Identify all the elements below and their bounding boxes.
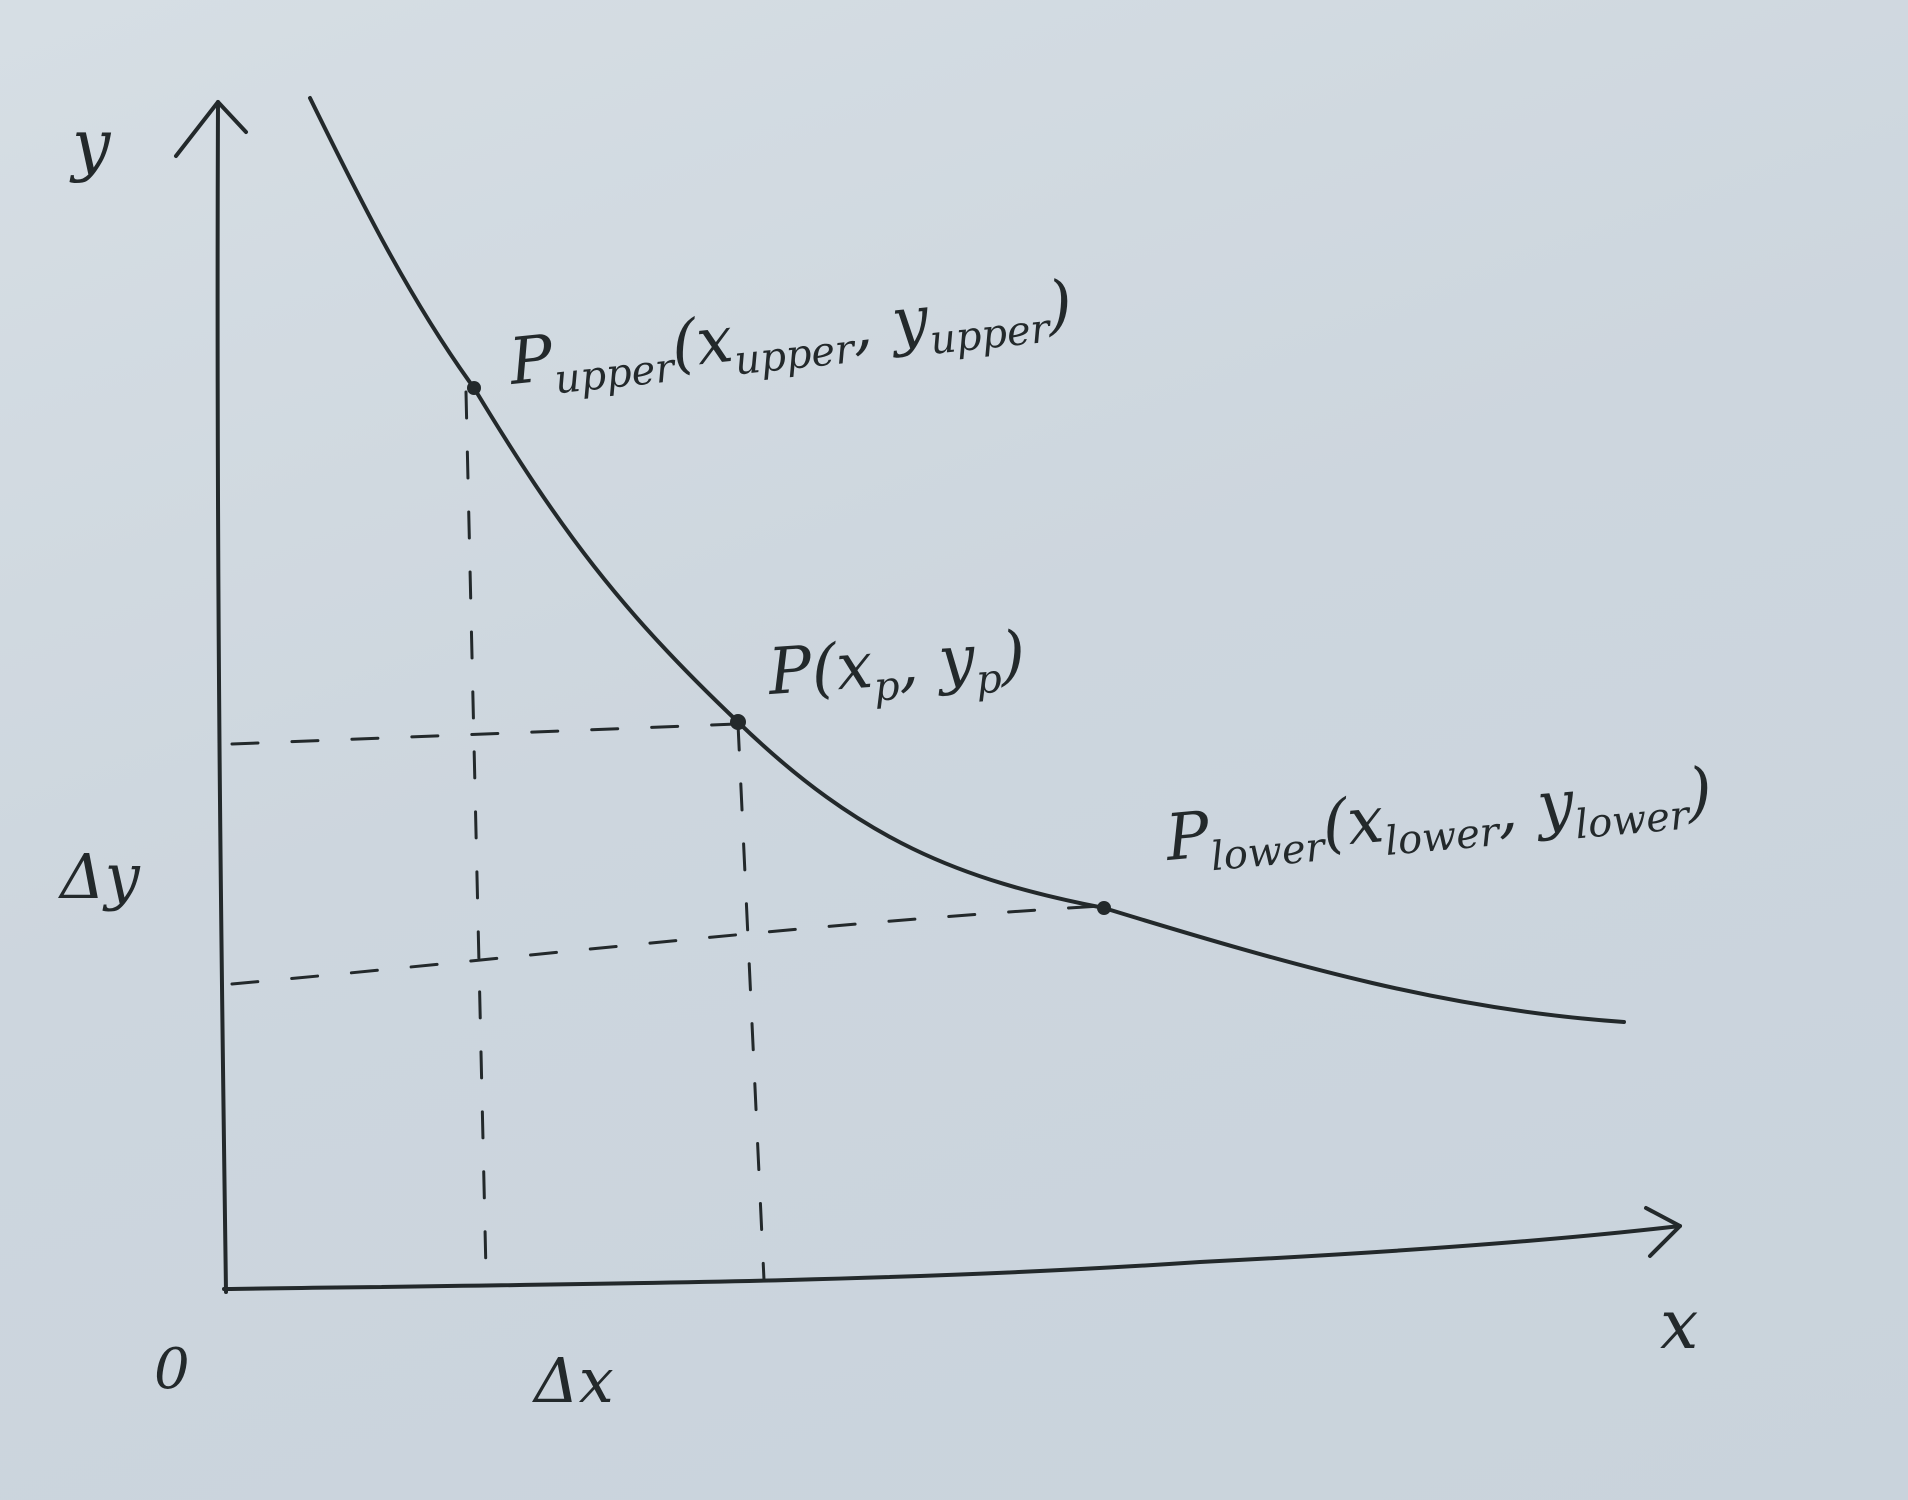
- dashed-horizontal-y-p: [230, 722, 738, 746]
- dashed-vertical-x-upper: [464, 390, 488, 1274]
- y-axis-label: y: [69, 106, 112, 185]
- x-axis-arrowhead: [1644, 1206, 1682, 1258]
- point-p: [730, 714, 746, 730]
- delta-x-label: Δx: [532, 1344, 614, 1417]
- origin-label: 0: [154, 1337, 190, 1402]
- upper-point-label: Pupper(xupper, yupper): [505, 267, 1077, 408]
- p-point-label: P(xp, yp): [765, 618, 1028, 718]
- y-axis: [215, 100, 228, 1294]
- dashed-horizontal-y-lower: [230, 904, 1102, 986]
- y-axis-arrowhead: [174, 100, 248, 158]
- lower-point-label: Plower(xlower, ylower): [1162, 754, 1716, 884]
- dashed-vertical-x-p: [736, 722, 766, 1282]
- point-lower: [1097, 901, 1111, 915]
- point-upper: [467, 381, 481, 395]
- decreasing-curve: [308, 96, 1626, 1024]
- x-axis-label: x: [1660, 1286, 1698, 1365]
- x-axis: [222, 1224, 1682, 1291]
- delta-y-label: Δy: [58, 840, 141, 913]
